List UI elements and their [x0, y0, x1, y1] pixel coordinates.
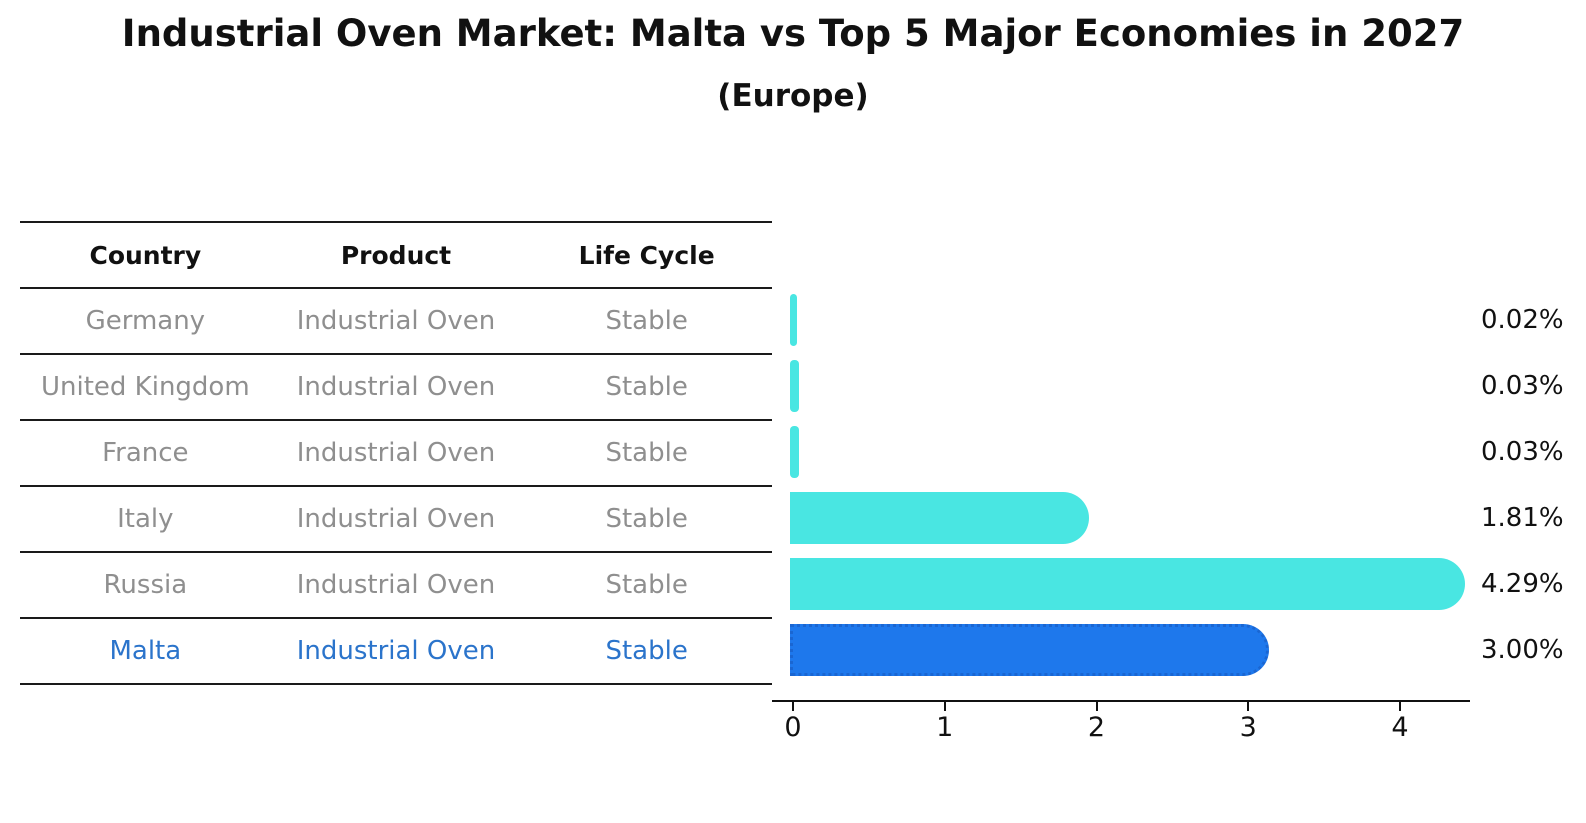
value-label-france: 0.03% [1481, 437, 1564, 467]
cell-life-cycle: Stable [605, 504, 688, 534]
x-axis-tick-label-0: 0 [784, 712, 802, 743]
value-label-russia: 4.29% [1481, 569, 1564, 599]
value-label-italy: 1.81% [1481, 503, 1564, 533]
table-row-italy: Italy Industrial Oven Stable [20, 487, 772, 553]
bar-malta [790, 624, 1270, 676]
cell-life-cycle: Stable [605, 636, 688, 666]
cell-country: United Kingdom [40, 372, 250, 402]
comparison-table: Country Product Life Cycle Germany Indust… [20, 221, 772, 685]
bar-russia [790, 558, 1465, 610]
header-cell-life-cycle: Life Cycle [578, 240, 715, 270]
x-axis-tick-label-4: 4 [1391, 712, 1409, 743]
x-axis-tick-3 [1247, 702, 1250, 711]
cell-product: Industrial Oven [296, 438, 496, 468]
cell-product: Industrial Oven [296, 306, 496, 336]
x-axis-tick-0 [792, 702, 794, 711]
cell-country: Russia [103, 570, 188, 600]
cell-product: Industrial Oven [296, 570, 496, 600]
cell-product: Industrial Oven [296, 636, 496, 666]
x-axis-tick-label-1: 1 [936, 712, 954, 743]
bar-germany [790, 294, 798, 346]
table-header-row: Country Product Life Cycle [20, 223, 772, 289]
x-axis-tick-4 [1399, 702, 1401, 711]
cell-life-cycle: Stable [605, 306, 688, 336]
table-row-germany: Germany Industrial Oven Stable [20, 289, 772, 355]
cell-life-cycle: Stable [605, 570, 688, 600]
cell-country: Germany [85, 306, 206, 336]
x-axis-tick-label-3: 3 [1239, 712, 1257, 743]
table-row-malta: Malta Industrial Oven Stable [20, 619, 772, 685]
cell-life-cycle: Stable [605, 372, 688, 402]
x-axis-tick-label-2: 2 [1087, 712, 1106, 743]
table-body: Germany Industrial Oven Stable United Kingd… [20, 289, 772, 685]
header-cell-product: Product [340, 240, 452, 270]
page-title: Industrial Oven Market: Malta vs Top 5 M… [121, 12, 1465, 55]
value-label-germany: 0.02% [1481, 305, 1564, 335]
header-cell-country: Country [89, 240, 202, 270]
page-subtitle: (Europe) [717, 78, 869, 114]
bar-italy [790, 492, 1089, 544]
bar-france [790, 426, 799, 478]
value-label-united-kingdom: 0.03% [1481, 371, 1564, 401]
cell-country: France [102, 438, 189, 468]
bar-united-kingdom [790, 360, 799, 412]
cell-life-cycle: Stable [605, 438, 688, 468]
table-row-france: France Industrial Oven Stable [20, 421, 772, 487]
table-row-united-kingdom: United Kingdom Industrial Oven Stable [20, 355, 772, 421]
cell-country: Malta [109, 636, 182, 666]
cell-country: Italy [117, 504, 174, 534]
x-axis-tick-2 [1095, 702, 1098, 711]
cell-product: Industrial Oven [296, 504, 496, 534]
value-label-malta: 3.00% [1481, 635, 1564, 665]
x-axis-line [772, 700, 1470, 702]
cell-product: Industrial Oven [296, 372, 496, 402]
x-axis-tick-1 [943, 702, 946, 711]
table-row-russia: Russia Industrial Oven Stable [20, 553, 772, 619]
